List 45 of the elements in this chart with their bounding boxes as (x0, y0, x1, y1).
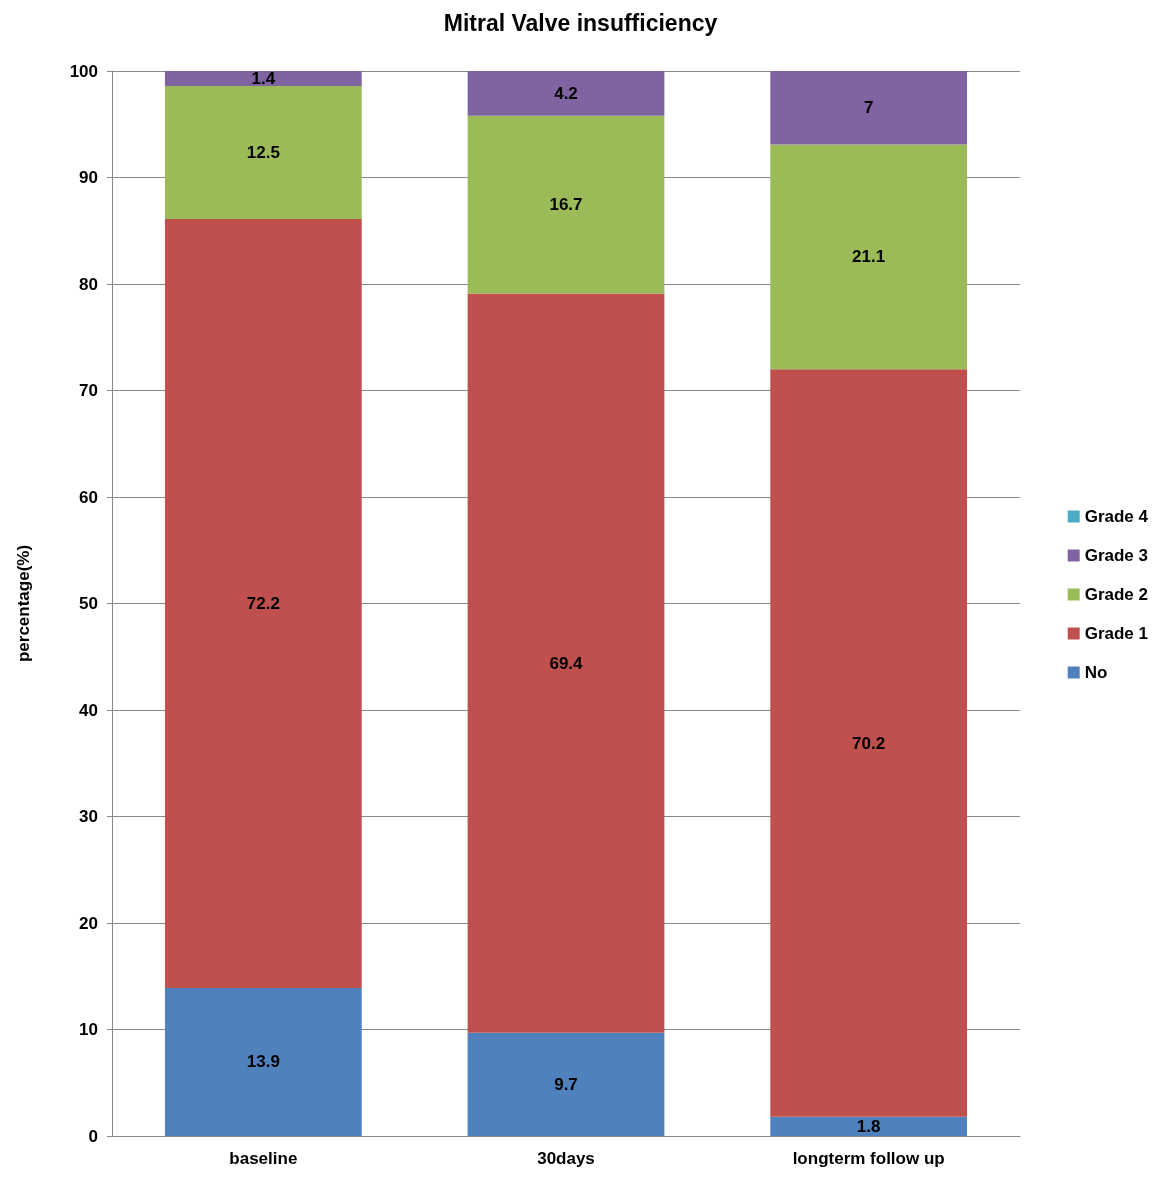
data-label: 72.2 (246, 594, 280, 613)
data-label: 4.2 (554, 83, 578, 103)
legend-label: Grade 4 (1084, 507, 1149, 526)
bar (164, 987, 362, 1136)
y-tick-label: 20 (79, 913, 98, 933)
data-label: 21.1 (852, 247, 886, 267)
y-tick-label: 70 (79, 381, 98, 400)
bar (467, 71, 665, 116)
x-tick-label: baseline (229, 1149, 298, 1168)
y-tick-label: 80 (79, 274, 98, 294)
x-tick-label: 30days (537, 1149, 595, 1168)
y-axis-title: percentage(%) (14, 544, 33, 663)
bar (164, 71, 362, 86)
y-tick-label: 0 (88, 1126, 98, 1146)
bar (164, 219, 362, 988)
legend-label: Grade 1 (1084, 624, 1148, 643)
data-label: 7 (863, 98, 874, 118)
data-label: 1.4 (251, 68, 276, 88)
legend-label: Grade 2 (1084, 585, 1148, 604)
bar (467, 1032, 665, 1136)
bar (770, 369, 968, 1117)
data-label: 9.7 (554, 1074, 578, 1094)
data-label: 69.4 (549, 653, 584, 673)
bar (770, 71, 968, 145)
chart-title: Mitral Valve insufficiency (443, 9, 718, 36)
y-tick-label: 10 (79, 1020, 98, 1039)
data-label: 1.8 (856, 1116, 881, 1136)
data-label: 70.2 (852, 733, 886, 753)
y-tick-label: 50 (79, 594, 98, 613)
y-tick-label: 60 (79, 487, 98, 507)
bar (770, 1116, 968, 1136)
x-tick-label: longterm follow up (792, 1149, 945, 1168)
legend-label: No (1084, 663, 1108, 682)
data-label: 12.5 (246, 142, 280, 162)
data-label: 13.9 (246, 1052, 280, 1072)
bar (467, 115, 665, 294)
y-tick-label: 30 (79, 807, 98, 826)
bar (467, 293, 665, 1033)
bar (164, 85, 362, 220)
data-label: 16.7 (549, 195, 583, 215)
y-tick-label: 40 (79, 700, 98, 720)
y-tick-label: 90 (79, 168, 98, 187)
bar (770, 144, 968, 370)
legend-label: Grade 3 (1084, 546, 1148, 565)
y-tick-label: 100 (69, 61, 98, 81)
